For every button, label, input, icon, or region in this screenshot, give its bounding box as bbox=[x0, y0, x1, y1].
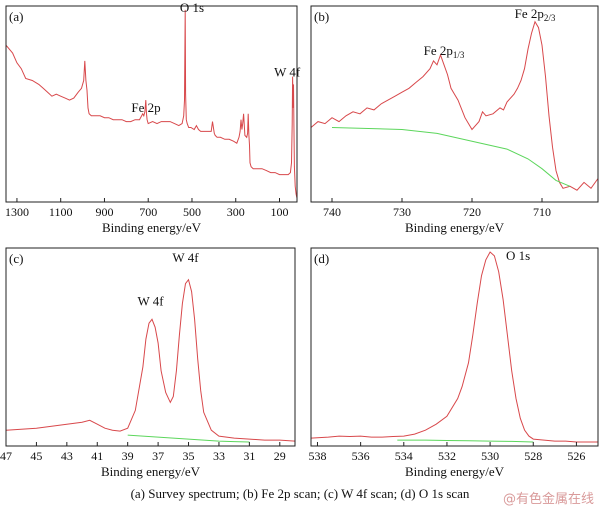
x-tick-label: 526 bbox=[567, 449, 585, 463]
peak-annotation: O 1s bbox=[506, 248, 530, 263]
panel-o-1s-scan: 538 536 534 532 530 528 526 Binding energy/eV (d… bbox=[308, 247, 599, 479]
x-tick-label: 33 bbox=[213, 449, 225, 463]
panel-w-4f-scan: 47 45 43 41 39 37 35 33 31 29 Binding energy/eV (c)… bbox=[0, 247, 296, 479]
panel-label: (a) bbox=[9, 9, 23, 24]
peak-annotation: Fe 2p2/3 bbox=[515, 6, 556, 23]
x-tick-label: 538 bbox=[308, 449, 326, 463]
plot-frame bbox=[310, 5, 599, 203]
x-axis-title: Binding energy/eV bbox=[101, 464, 201, 479]
x-tick-label: 528 bbox=[524, 449, 542, 463]
x-tick-label: 47 bbox=[0, 449, 12, 463]
panel-label: (c) bbox=[9, 251, 23, 266]
x-tick-label: 700 bbox=[139, 205, 157, 219]
x-tick-label: 39 bbox=[122, 449, 134, 463]
x-axis-title: Binding energy/eV bbox=[102, 220, 202, 235]
x-tick-label: 100 bbox=[270, 205, 288, 219]
peak-annotation: Fe 2p1/3 bbox=[424, 43, 465, 60]
spectrum-line bbox=[310, 20, 599, 191]
x-tick-label: 37 bbox=[152, 449, 164, 463]
panel-label: (b) bbox=[314, 9, 329, 24]
peak-annotation: W 4f bbox=[274, 65, 301, 80]
x-tick-label: 35 bbox=[183, 449, 195, 463]
x-tick-label: 730 bbox=[393, 205, 411, 219]
x-tick-label: 900 bbox=[95, 205, 113, 219]
x-tick-label: 1100 bbox=[49, 205, 73, 219]
x-tick-label: 29 bbox=[274, 449, 286, 463]
spectrum-line bbox=[310, 251, 598, 443]
figure-caption: (a) Survey spectrum; (b) Fe 2p scan; (c)… bbox=[130, 486, 470, 501]
x-tick-label: 536 bbox=[352, 449, 370, 463]
x-tick-label: 300 bbox=[227, 205, 245, 219]
panel-label: (d) bbox=[314, 251, 329, 266]
panel-survey-spectrum: 1300 1100 900 700 500 300 100 Binding energy/eV… bbox=[5, 0, 301, 235]
figure: 1300 1100 900 700 500 300 100 Binding energy/eV… bbox=[0, 0, 599, 479]
x-tick-label: 43 bbox=[61, 449, 73, 463]
x-tick-label: 720 bbox=[463, 205, 481, 219]
spectrum-line bbox=[5, 278, 296, 442]
x-tick-label: 45 bbox=[30, 449, 42, 463]
peak-annotation: W 4f bbox=[172, 250, 199, 265]
x-tick-label: 534 bbox=[395, 449, 413, 463]
peak-annotation: W 4f bbox=[137, 293, 164, 308]
x-tick-label: 710 bbox=[533, 205, 551, 219]
x-tick-label: 1300 bbox=[5, 205, 29, 219]
plot-frame bbox=[5, 5, 298, 203]
spectrum-line bbox=[5, 9, 298, 199]
background-line bbox=[397, 439, 534, 443]
x-axis-title: Binding energy/eV bbox=[405, 464, 505, 479]
x-tick-label: 740 bbox=[323, 205, 341, 219]
plot-frame bbox=[5, 247, 296, 447]
x-tick-label: 31 bbox=[243, 449, 255, 463]
peak-annotation: Fe 2p bbox=[131, 100, 160, 115]
background-line bbox=[331, 127, 571, 187]
x-axis-title: Binding energy/eV bbox=[405, 220, 505, 235]
peak-annotation: O 1s bbox=[180, 0, 204, 15]
x-tick-label: 530 bbox=[481, 449, 499, 463]
x-tick-label: 500 bbox=[183, 205, 201, 219]
panel-fe-2p-scan: 740 730 720 710 Binding energy/eV (b) Fe 2p1/3… bbox=[310, 5, 599, 235]
background-line bbox=[127, 434, 250, 443]
watermark-text: @有色金属在线 bbox=[502, 492, 594, 507]
x-tick-label: 532 bbox=[438, 449, 456, 463]
x-tick-label: 41 bbox=[91, 449, 103, 463]
plot-frame bbox=[310, 247, 599, 447]
